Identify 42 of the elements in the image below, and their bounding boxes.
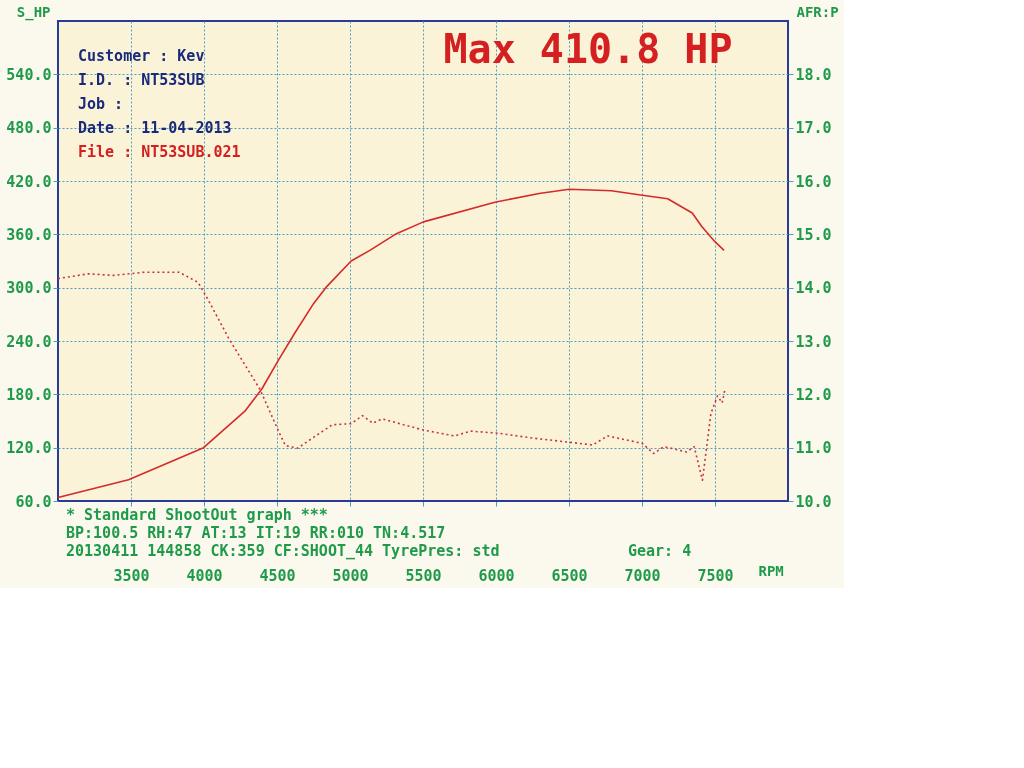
y-tick-label: 180.0 — [6, 385, 52, 404]
x-tick-label: 4000 — [186, 566, 223, 585]
line-series — [57, 271, 726, 481]
y-tick-label: 300.0 — [6, 279, 52, 298]
x-tick-label: 4500 — [259, 566, 296, 585]
x-tick-label: 6500 — [551, 566, 588, 585]
annotation: File : NT53SUB.021 — [78, 143, 241, 161]
y-tick-label: 120.0 — [6, 439, 52, 458]
x-tick-label: 5500 — [405, 566, 442, 585]
x-tick-label: 3500 — [113, 566, 150, 585]
annotation: Job : — [78, 95, 124, 113]
y-tick-label: 480.0 — [6, 119, 52, 138]
y-tick-label: 540.0 — [6, 65, 52, 84]
text: 20130411 144858 CK:359 CF:SHOOT_44 TyrePres: std — [66, 542, 500, 560]
annotation: Date : 11-04-2013 — [78, 119, 232, 137]
text: * Standard ShootOut graph *** — [66, 506, 328, 524]
text: BP:100.5 RH:47 AT:13 IT:19 RR:010 TN:4.517 — [66, 524, 446, 542]
y2-tick-label: 11.0 — [795, 439, 832, 458]
y2-tick-label: 18.0 — [795, 65, 832, 84]
y2-tick-label: 15.0 — [795, 225, 832, 244]
x-axis-title: RPM — [758, 562, 784, 579]
y-axis-title: S_HP — [16, 3, 51, 21]
x-tick-label: 5000 — [332, 566, 369, 585]
annotation: Customer : Kev — [78, 47, 205, 65]
annotation: Max 410.8 HP — [443, 26, 733, 72]
y-tick-label: 240.0 — [6, 332, 52, 351]
y-tick-label: 420.0 — [6, 172, 52, 191]
y2-tick-label: 10.0 — [795, 492, 832, 511]
y2-tick-label: 14.0 — [795, 279, 832, 298]
annotation: I.D. : NT53SUB — [78, 71, 205, 89]
x-tick-label: 7500 — [697, 566, 734, 585]
y2-tick-label: 16.0 — [795, 172, 832, 191]
x-tick-label: 7000 — [624, 566, 661, 585]
y2-tick-label: 17.0 — [795, 119, 832, 138]
x-tick-label: 6000 — [478, 566, 515, 585]
line-series — [57, 188, 725, 499]
y2-axis-title: AFR:P — [796, 3, 839, 20]
text: Gear: 4 — [628, 542, 692, 560]
y-tick-label: 360.0 — [6, 225, 52, 244]
y2-tick-label: 13.0 — [795, 332, 832, 351]
y-tick-label: 60.0 — [15, 492, 52, 511]
y2-tick-label: 12.0 — [795, 385, 832, 404]
